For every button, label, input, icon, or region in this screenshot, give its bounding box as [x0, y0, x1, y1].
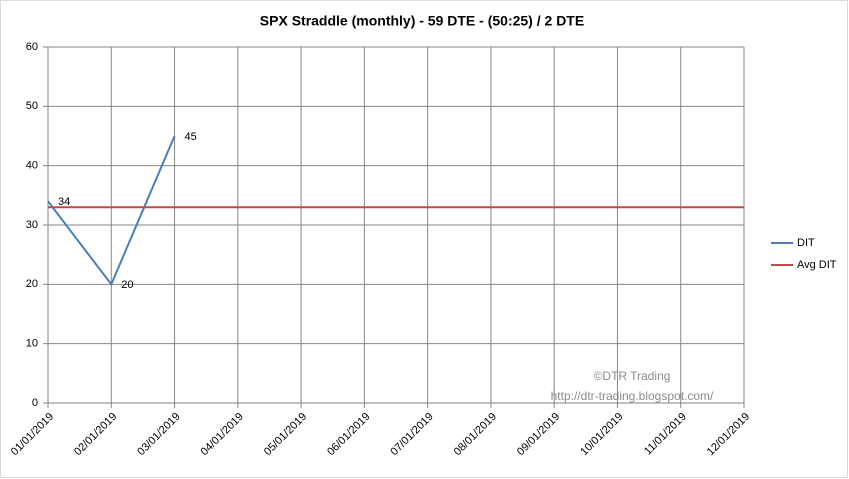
data-label: 34 — [58, 196, 70, 208]
y-tick-label: 60 — [26, 41, 38, 53]
y-tick-label: 30 — [26, 219, 38, 231]
data-label: 20 — [121, 279, 133, 291]
y-tick-label: 50 — [26, 100, 38, 112]
legend-label: DIT — [797, 237, 815, 249]
y-tick-label: 10 — [26, 338, 38, 350]
data-label: 45 — [185, 131, 197, 143]
legend-label: Avg DIT — [797, 259, 837, 271]
watermark-url: http://dtr-trading.blogspot.com/ — [551, 389, 714, 403]
y-tick-label: 0 — [32, 397, 38, 409]
y-tick-label: 20 — [26, 278, 38, 290]
chart-title: SPX Straddle (monthly) - 59 DTE - (50:25… — [260, 13, 584, 29]
series-line — [47, 135, 176, 287]
watermark: ©DTR Trading — [594, 369, 671, 383]
y-tick-label: 40 — [26, 160, 38, 172]
